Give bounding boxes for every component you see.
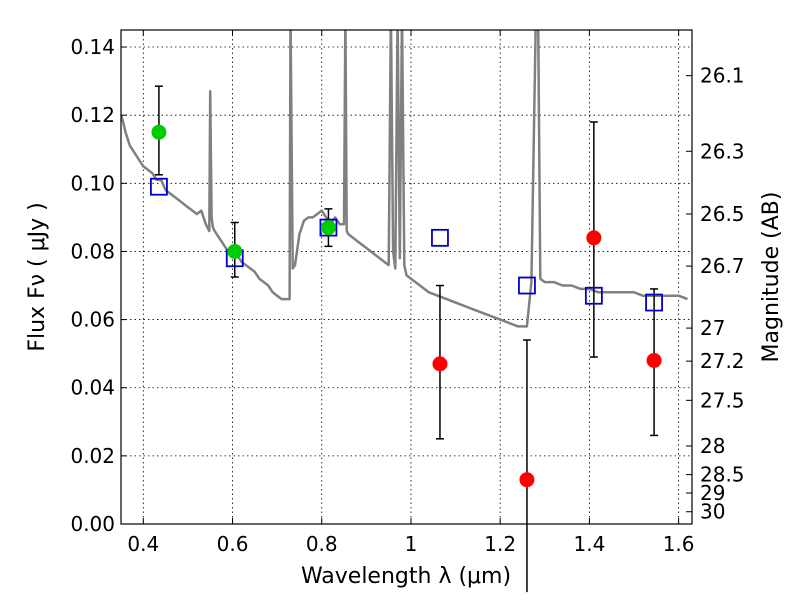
model-square-point	[150, 177, 168, 196]
y2-tick-label: 29	[700, 481, 725, 505]
green-data-point	[151, 124, 167, 140]
x-tick-label: 0.6	[217, 532, 249, 556]
y2-tick-label: 28.5	[700, 463, 745, 487]
y2-tick-label: 30	[700, 500, 725, 524]
model-square-point	[645, 293, 663, 312]
model-square-point	[584, 286, 603, 305]
model-square-point	[518, 276, 536, 295]
y2-tick-label: 28	[700, 434, 725, 458]
y-axis-label: Flux Fν ( μJy )	[25, 202, 50, 351]
y-tick-label: 0.00	[70, 512, 115, 536]
y2-tick-label: 26.5	[700, 202, 745, 226]
y-tick-label: 0.04	[70, 376, 115, 400]
y2-tick-label: 27.2	[700, 349, 745, 373]
y-tick-label: 0.14	[70, 35, 115, 59]
red-data-point	[586, 230, 602, 246]
markers	[150, 124, 663, 488]
red-data-point	[432, 356, 448, 372]
green-data-point	[320, 220, 336, 236]
model-square-point	[319, 218, 338, 237]
x-tick-label: 1.2	[484, 532, 516, 556]
y2-tick-label: 26.7	[700, 254, 745, 278]
x-tick-label: 0.4	[127, 532, 159, 556]
model-square-point	[431, 228, 449, 247]
y-tick-label: 0.10	[70, 171, 115, 195]
y-tick-label: 0.02	[70, 444, 115, 468]
red-data-point	[646, 352, 662, 368]
green-data-point	[227, 243, 243, 259]
spectrum-line	[121, 30, 688, 328]
x-axis-label: Wavelength λ (μm)	[301, 564, 511, 589]
axis-ticks: 0.4 0.6 0.8 1 1.2 1.4 1.6 0.00 0.02 0.04 0.06 0.08 0…	[70, 30, 745, 556]
y2-tick-label: 26.3	[700, 139, 745, 163]
y-tick-label: 0.06	[70, 308, 115, 332]
x-tick-label: 0.8	[306, 532, 338, 556]
red-data-point	[519, 472, 535, 488]
y2-tick-label: 26.1	[700, 64, 745, 88]
y2-axis-label: Magnitude (AB)	[759, 192, 784, 363]
plot-area	[121, 30, 688, 328]
x-tick-label: 1.4	[573, 532, 605, 556]
y2-tick-label: 27	[700, 316, 725, 340]
x-tick-label: 1.6	[663, 532, 695, 556]
y2-tick-label: 27.5	[700, 388, 745, 412]
y-tick-label: 0.12	[70, 103, 115, 127]
plot-frame	[120, 29, 693, 525]
y-tick-label: 0.08	[70, 239, 115, 263]
x-tick-label: 1	[405, 532, 418, 556]
